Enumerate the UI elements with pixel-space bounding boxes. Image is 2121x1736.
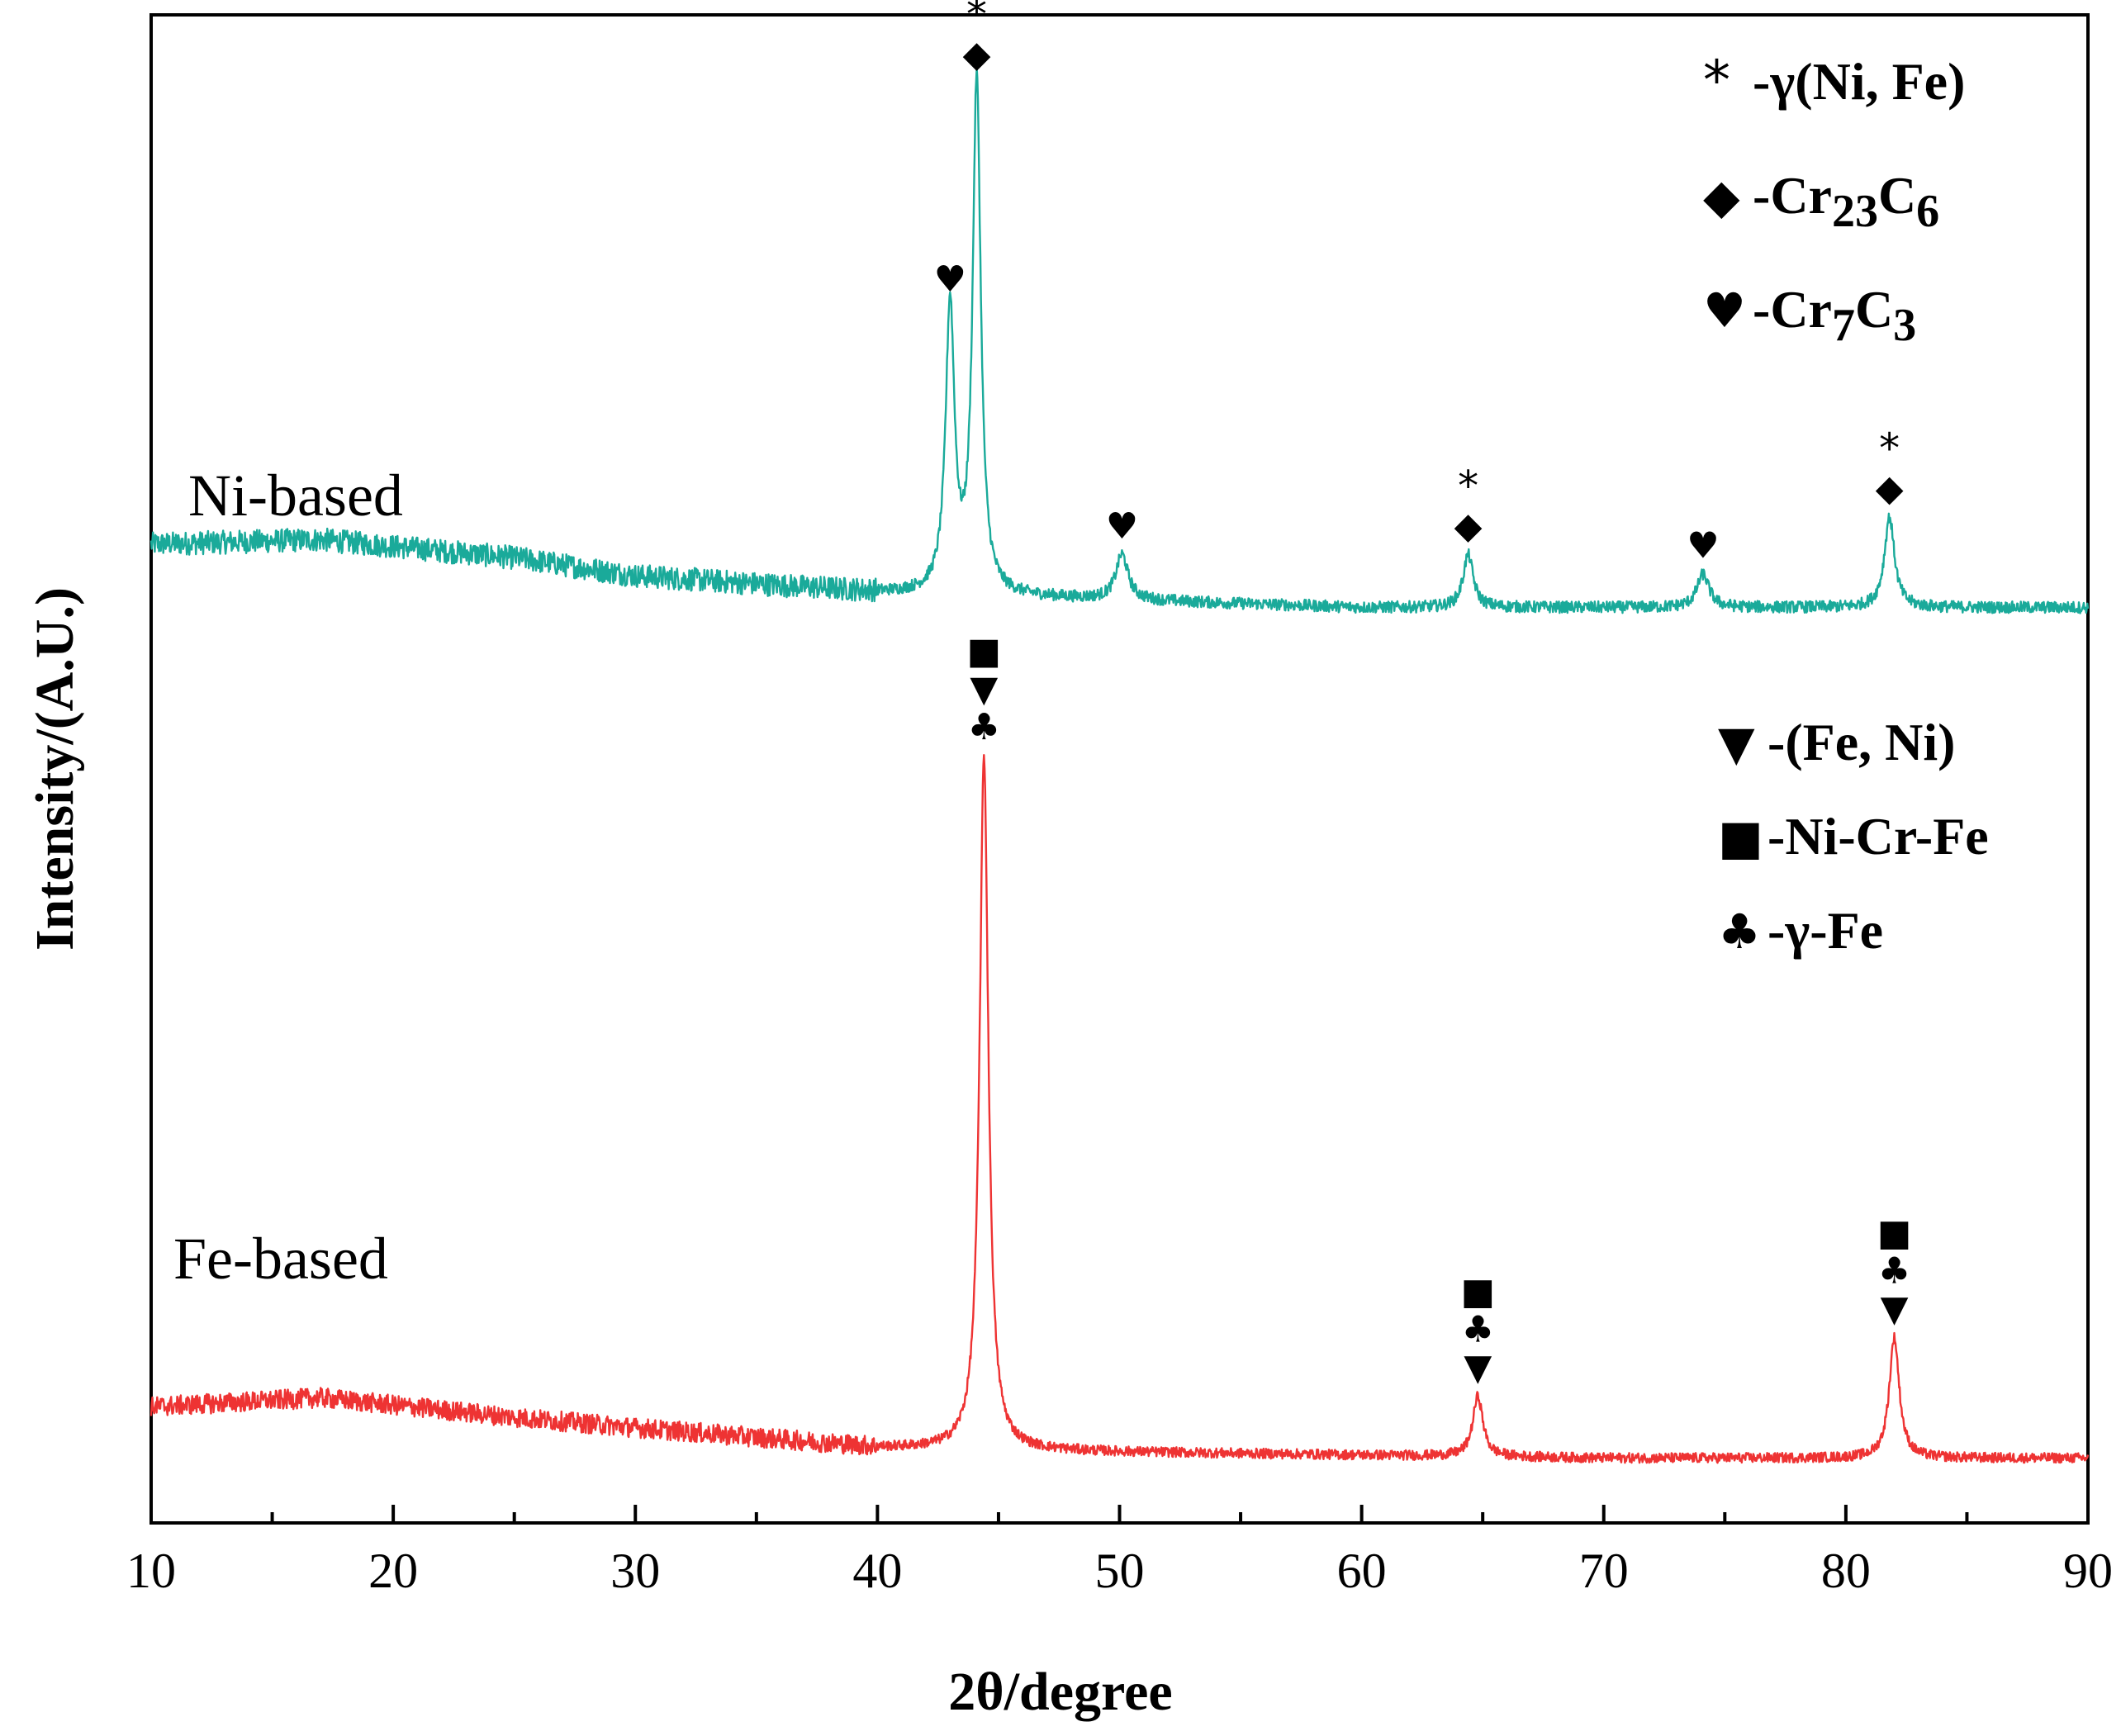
legend-symbol: ♥ <box>1703 282 1746 339</box>
peak-marker: * <box>1879 425 1900 472</box>
x-tick-label: 20 <box>368 1544 418 1598</box>
legend-symbol: * <box>1703 49 1730 112</box>
legend-symbol: ♣ <box>1718 904 1761 960</box>
legend-item: * -γ(Ni, Fe) <box>1703 49 1965 112</box>
legend-text: -γ-Fe <box>1768 901 1883 960</box>
peak-marker: ▼ <box>1464 1347 1492 1389</box>
legend-item: ♣ -γ-Fe <box>1718 901 1883 960</box>
peak-marker: ♣ <box>968 706 1000 748</box>
series-label-fe-based: Fe-based <box>173 1226 388 1292</box>
x-tick-label: 80 <box>1821 1544 1871 1598</box>
peak-marker: ▼ <box>1881 1288 1909 1330</box>
legend-symbol: ▼ <box>1718 715 1755 771</box>
legend-item: ■ -Ni-Cr-Fe <box>1718 807 1989 866</box>
series-group <box>149 67 2090 1464</box>
y-axis-title: Intensity/(A.U.) <box>25 587 85 951</box>
peak-marker: ■ <box>1461 1271 1496 1313</box>
x-axis-ticks <box>149 1505 2090 1523</box>
x-tick-label: 10 <box>126 1544 176 1598</box>
peak-marker: ♥ <box>1687 524 1719 567</box>
x-axis-tick-labels: 10 20 30 40 50 60 70 80 90 <box>126 1544 2113 1598</box>
legend-text: -γ(Ni, Fe) <box>1753 52 1965 111</box>
legend-text: -Cr23C6 <box>1753 166 1939 237</box>
peak-marker: ▼ <box>970 668 998 710</box>
peak-marker: ◆ <box>1454 505 1483 548</box>
legend-item: ◆ -Cr23C6 <box>1703 166 1939 237</box>
series-line-ni-based <box>149 67 2090 614</box>
legend-symbol: ■ <box>1718 809 1763 866</box>
peak-marker: ♣ <box>1462 1309 1494 1351</box>
peak-marker: * <box>966 0 987 38</box>
peak-marker: ◆ <box>1876 467 1904 510</box>
x-tick-label: 70 <box>1579 1544 1629 1598</box>
peak-marker: ♣ <box>1878 1250 1910 1292</box>
series-label-ni-based: Ni-based <box>188 462 403 529</box>
series-line-fe-based <box>149 754 2090 1464</box>
x-tick-label: 40 <box>852 1544 902 1598</box>
peak-marker: ♥ <box>1106 505 1138 548</box>
legend-item: ♥ -Cr7C3 <box>1703 280 1916 351</box>
x-tick-label: 60 <box>1337 1544 1387 1598</box>
peak-marker: ■ <box>967 630 1002 672</box>
legend-text: -Cr7C3 <box>1753 280 1916 351</box>
peak-markers: ♥*◆♥*◆ ♥*◆■▼♣■♣▼■♣▼ <box>934 0 1912 1389</box>
legend-text: -Ni-Cr-Fe <box>1768 807 1989 866</box>
peak-marker: * <box>1458 462 1478 510</box>
legend-text: -(Fe, Ni) <box>1768 713 1955 771</box>
peak-marker: ■ <box>1877 1212 1912 1254</box>
x-tick-label: 90 <box>2063 1544 2113 1598</box>
peak-marker: ◆ <box>963 33 991 75</box>
peak-marker: ♥ <box>934 259 966 301</box>
x-tick-label: 30 <box>610 1544 660 1598</box>
legend: * -γ(Ni, Fe)◆ -Cr23C6♥ -Cr7C3▼ -(Fe, Ni)■ -Ni… <box>1703 49 1989 960</box>
x-tick-label: 50 <box>1095 1544 1145 1598</box>
legend-item: ▼ -(Fe, Ni) <box>1718 713 1955 771</box>
x-axis-title: 2θ/degree <box>948 1662 1172 1722</box>
legend-symbol: ◆ <box>1703 168 1740 225</box>
